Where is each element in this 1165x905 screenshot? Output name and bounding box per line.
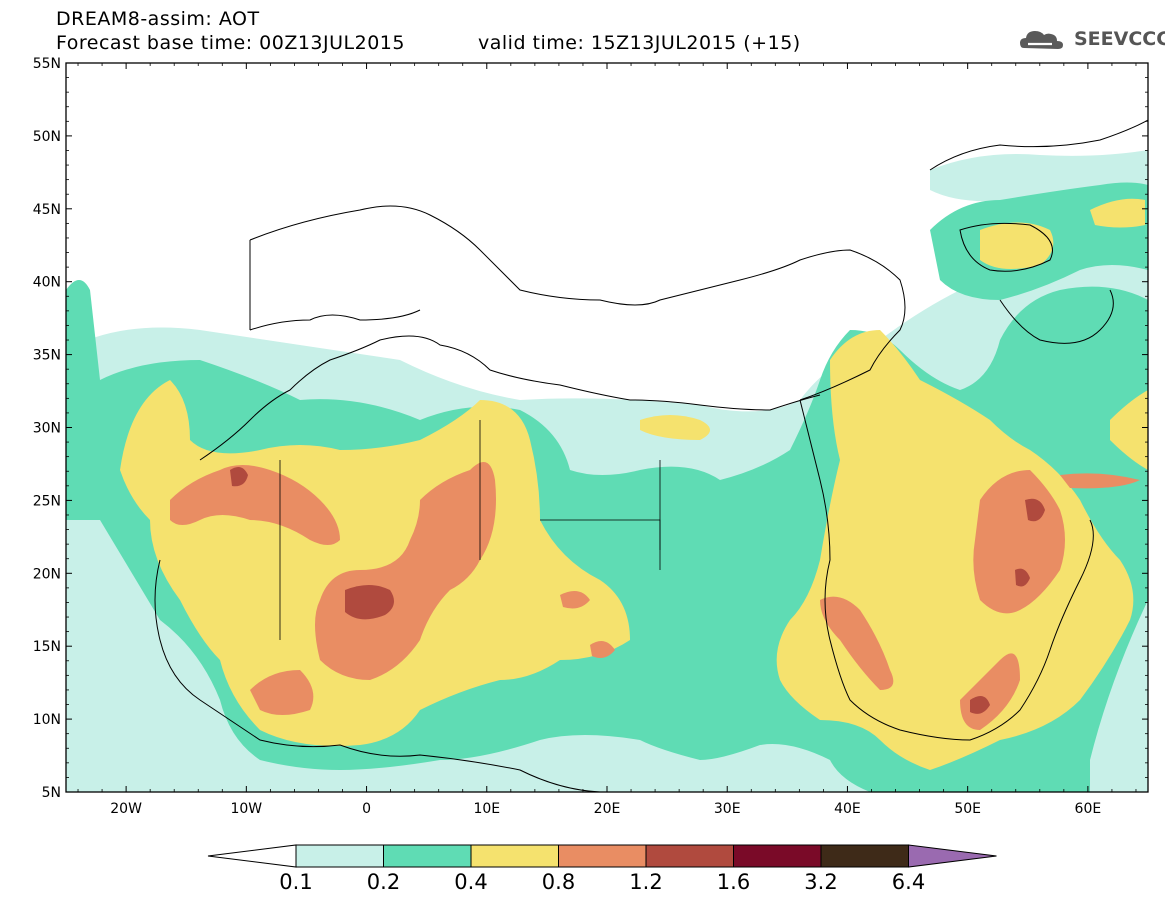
lon-tick-label: 40E	[834, 801, 861, 817]
lat-tick-label: 35N	[33, 348, 61, 364]
lat-tick-label: 25N	[33, 493, 61, 509]
colorbar-swatch	[820, 844, 909, 868]
aot-contour-level-4	[170, 462, 1140, 730]
lat-tick-label: 30N	[33, 421, 61, 437]
colorbar-swatch	[470, 844, 559, 868]
colorbar-level-label: 0.8	[542, 870, 575, 894]
lon-tick-label: 20E	[594, 801, 621, 817]
lat-tick-label: 55N	[33, 56, 61, 72]
valid-time: valid time: 15Z13JUL2015 (+15)	[478, 32, 801, 54]
colorbar-level-label: 0.1	[279, 870, 312, 894]
colorbar-level-label: 6.4	[892, 870, 925, 894]
lon-tick-label: 50E	[954, 801, 981, 817]
aot-contour-level-5	[230, 466, 1045, 714]
lon-tick-label: 10W	[230, 801, 262, 817]
logo-text: SEEVCCC	[1074, 28, 1165, 50]
colorbar-underflow-arrow	[207, 844, 297, 868]
coastlines	[154, 119, 1148, 792]
aot-colorbar: 0.1 0.2 0.4 0.8 1.2 1.6 3.2 6.4	[207, 844, 997, 894]
colorbar-level-label: 1.6	[717, 870, 750, 894]
colorbar-level-label: 3.2	[804, 870, 837, 894]
colorbar-swatch	[383, 844, 472, 868]
lat-tick-label: 40N	[33, 275, 61, 291]
colorbar-level-label: 0.2	[367, 870, 400, 894]
latitude-axis: 5N 10N 15N 20N 25N 30N 35N 40N 45N 50N 55N	[33, 56, 1148, 801]
forecast-base-time: Forecast base time: 00Z13JUL2015	[56, 32, 405, 54]
seevccc-cloud-icon	[1020, 31, 1063, 49]
aot-field	[66, 150, 1148, 792]
lat-tick-label: 10N	[33, 712, 61, 728]
colorbar-overflow-arrow	[908, 844, 997, 868]
colorbar-swatch	[733, 844, 822, 868]
lon-tick-label: 20W	[110, 801, 142, 817]
lon-tick-label: 60E	[1075, 801, 1102, 817]
lat-tick-label: 5N	[42, 785, 61, 801]
lat-tick-label: 50N	[33, 129, 61, 145]
colorbar-level-label: 0.4	[454, 870, 487, 894]
lat-tick-label: 45N	[33, 202, 61, 218]
lat-tick-label: 15N	[33, 639, 61, 655]
map-title: DREAM8-assim: AOT	[56, 8, 260, 30]
lon-tick-label: 30E	[714, 801, 741, 817]
lon-tick-label: 0	[362, 801, 371, 817]
colorbar-swatch	[295, 844, 384, 868]
longitude-axis: 20W 10W 0 10E 20E 30E 40E 50E 60E	[77, 63, 1137, 817]
lon-tick-label: 10E	[473, 801, 500, 817]
colorbar-swatch	[558, 844, 647, 868]
lat-tick-label: 20N	[33, 566, 61, 582]
colorbar-level-label: 1.2	[629, 870, 662, 894]
colorbar-swatch	[645, 844, 734, 868]
